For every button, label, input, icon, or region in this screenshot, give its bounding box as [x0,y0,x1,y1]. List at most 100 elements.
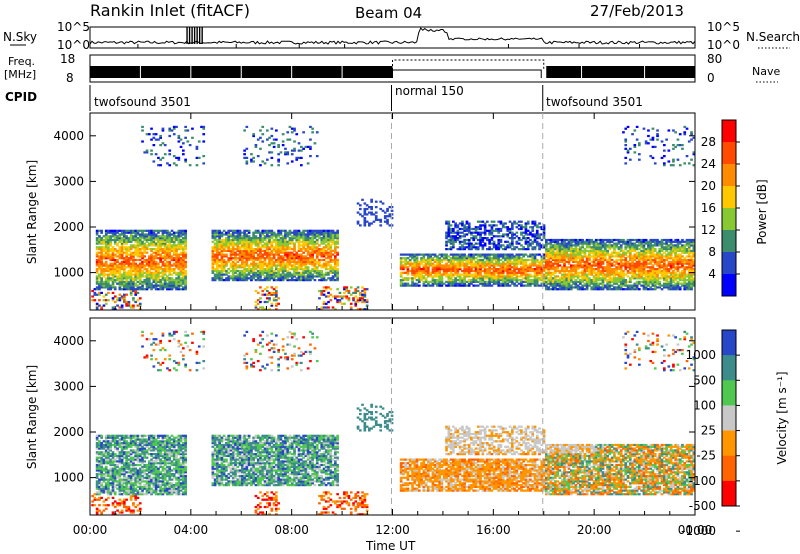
power-cell [168,257,172,260]
power-cell [213,238,217,242]
power-cell [154,253,158,256]
power-cell [216,235,219,238]
power-cell [172,240,176,243]
power-cell [297,271,301,274]
power-cell [129,304,133,307]
power-cell [284,244,287,247]
power-cell [424,266,428,269]
power-cell [522,255,525,258]
power-cell [511,224,514,227]
power-cell [102,235,106,238]
power-cell [511,240,514,243]
power-cell [256,269,260,273]
power-cell [436,255,439,258]
power-cell [109,242,113,245]
power-cell [213,237,217,240]
power-cell [427,255,430,258]
power-cell [252,238,255,242]
power-cell [608,248,612,251]
power-cell [449,246,453,249]
power-cell [134,288,138,291]
power-cell [322,277,326,280]
power-cell [211,233,215,236]
power-cell [581,246,584,249]
power-cell [275,242,278,245]
power-cell [268,238,271,242]
power-cell [102,255,106,258]
power-cell [159,136,162,139]
power-cell [522,268,525,271]
power-cell [311,262,314,265]
power-cell [250,255,253,258]
power-cell [336,231,339,234]
power-cell [433,258,437,262]
power-cell [184,246,187,249]
power-cell [272,291,276,295]
power-cell [320,238,324,242]
power-cell [585,284,589,287]
power-cell [506,266,510,269]
power-cell [136,291,140,295]
power-cell [576,260,580,264]
power-cell [549,249,553,253]
power-cell [102,268,106,271]
power-cell [554,279,557,282]
power-cell [100,231,103,234]
power-cell [263,288,267,291]
power-cell [508,244,512,247]
power-cell [563,244,566,247]
power-cell [157,238,160,242]
power-cell [458,222,462,225]
power-cell [275,268,278,271]
power-cell [120,282,124,285]
power-cell [522,260,525,264]
power-cell [390,206,394,209]
power-cell [445,284,448,287]
power-cell [511,238,514,242]
power-cell [329,293,333,296]
power-cell [488,264,491,267]
power-cell [610,268,614,271]
power-cell [324,229,328,232]
power-cell [113,262,117,265]
power-cell [456,258,460,262]
power-cell [581,238,584,242]
power-cell [551,286,555,289]
power-cell [148,282,151,285]
power-cell [563,260,566,264]
power-cell [540,255,544,258]
power-cell [293,275,296,278]
power-cell [118,269,122,273]
power-cell [320,251,324,254]
power-cell [356,297,360,300]
power-cell [309,231,312,234]
power-cell [547,280,550,284]
power-cell [461,224,464,227]
power-cell [170,240,174,243]
power-cell [329,299,333,302]
power-cell [256,299,260,302]
power-cell [218,229,221,232]
power-cell [100,249,103,253]
power-cell [538,262,541,265]
power-cell [102,282,106,285]
power-cell [277,153,280,156]
power-cell [594,242,598,245]
power-cell [354,302,358,305]
power-cell [154,235,158,238]
power-cell [447,275,451,278]
power-cell [166,264,169,267]
power-cell [506,246,510,249]
power-cell [123,229,126,232]
power-cell [254,273,258,276]
power-cell [454,240,457,243]
power-cell [157,262,160,265]
power-cell [592,262,596,265]
power-cell [558,257,562,260]
power-cell [549,275,553,278]
power-cell [474,226,478,229]
power-cell [227,238,231,242]
power-cell [597,258,600,262]
power-cell [467,248,471,251]
power-cell [320,253,324,256]
